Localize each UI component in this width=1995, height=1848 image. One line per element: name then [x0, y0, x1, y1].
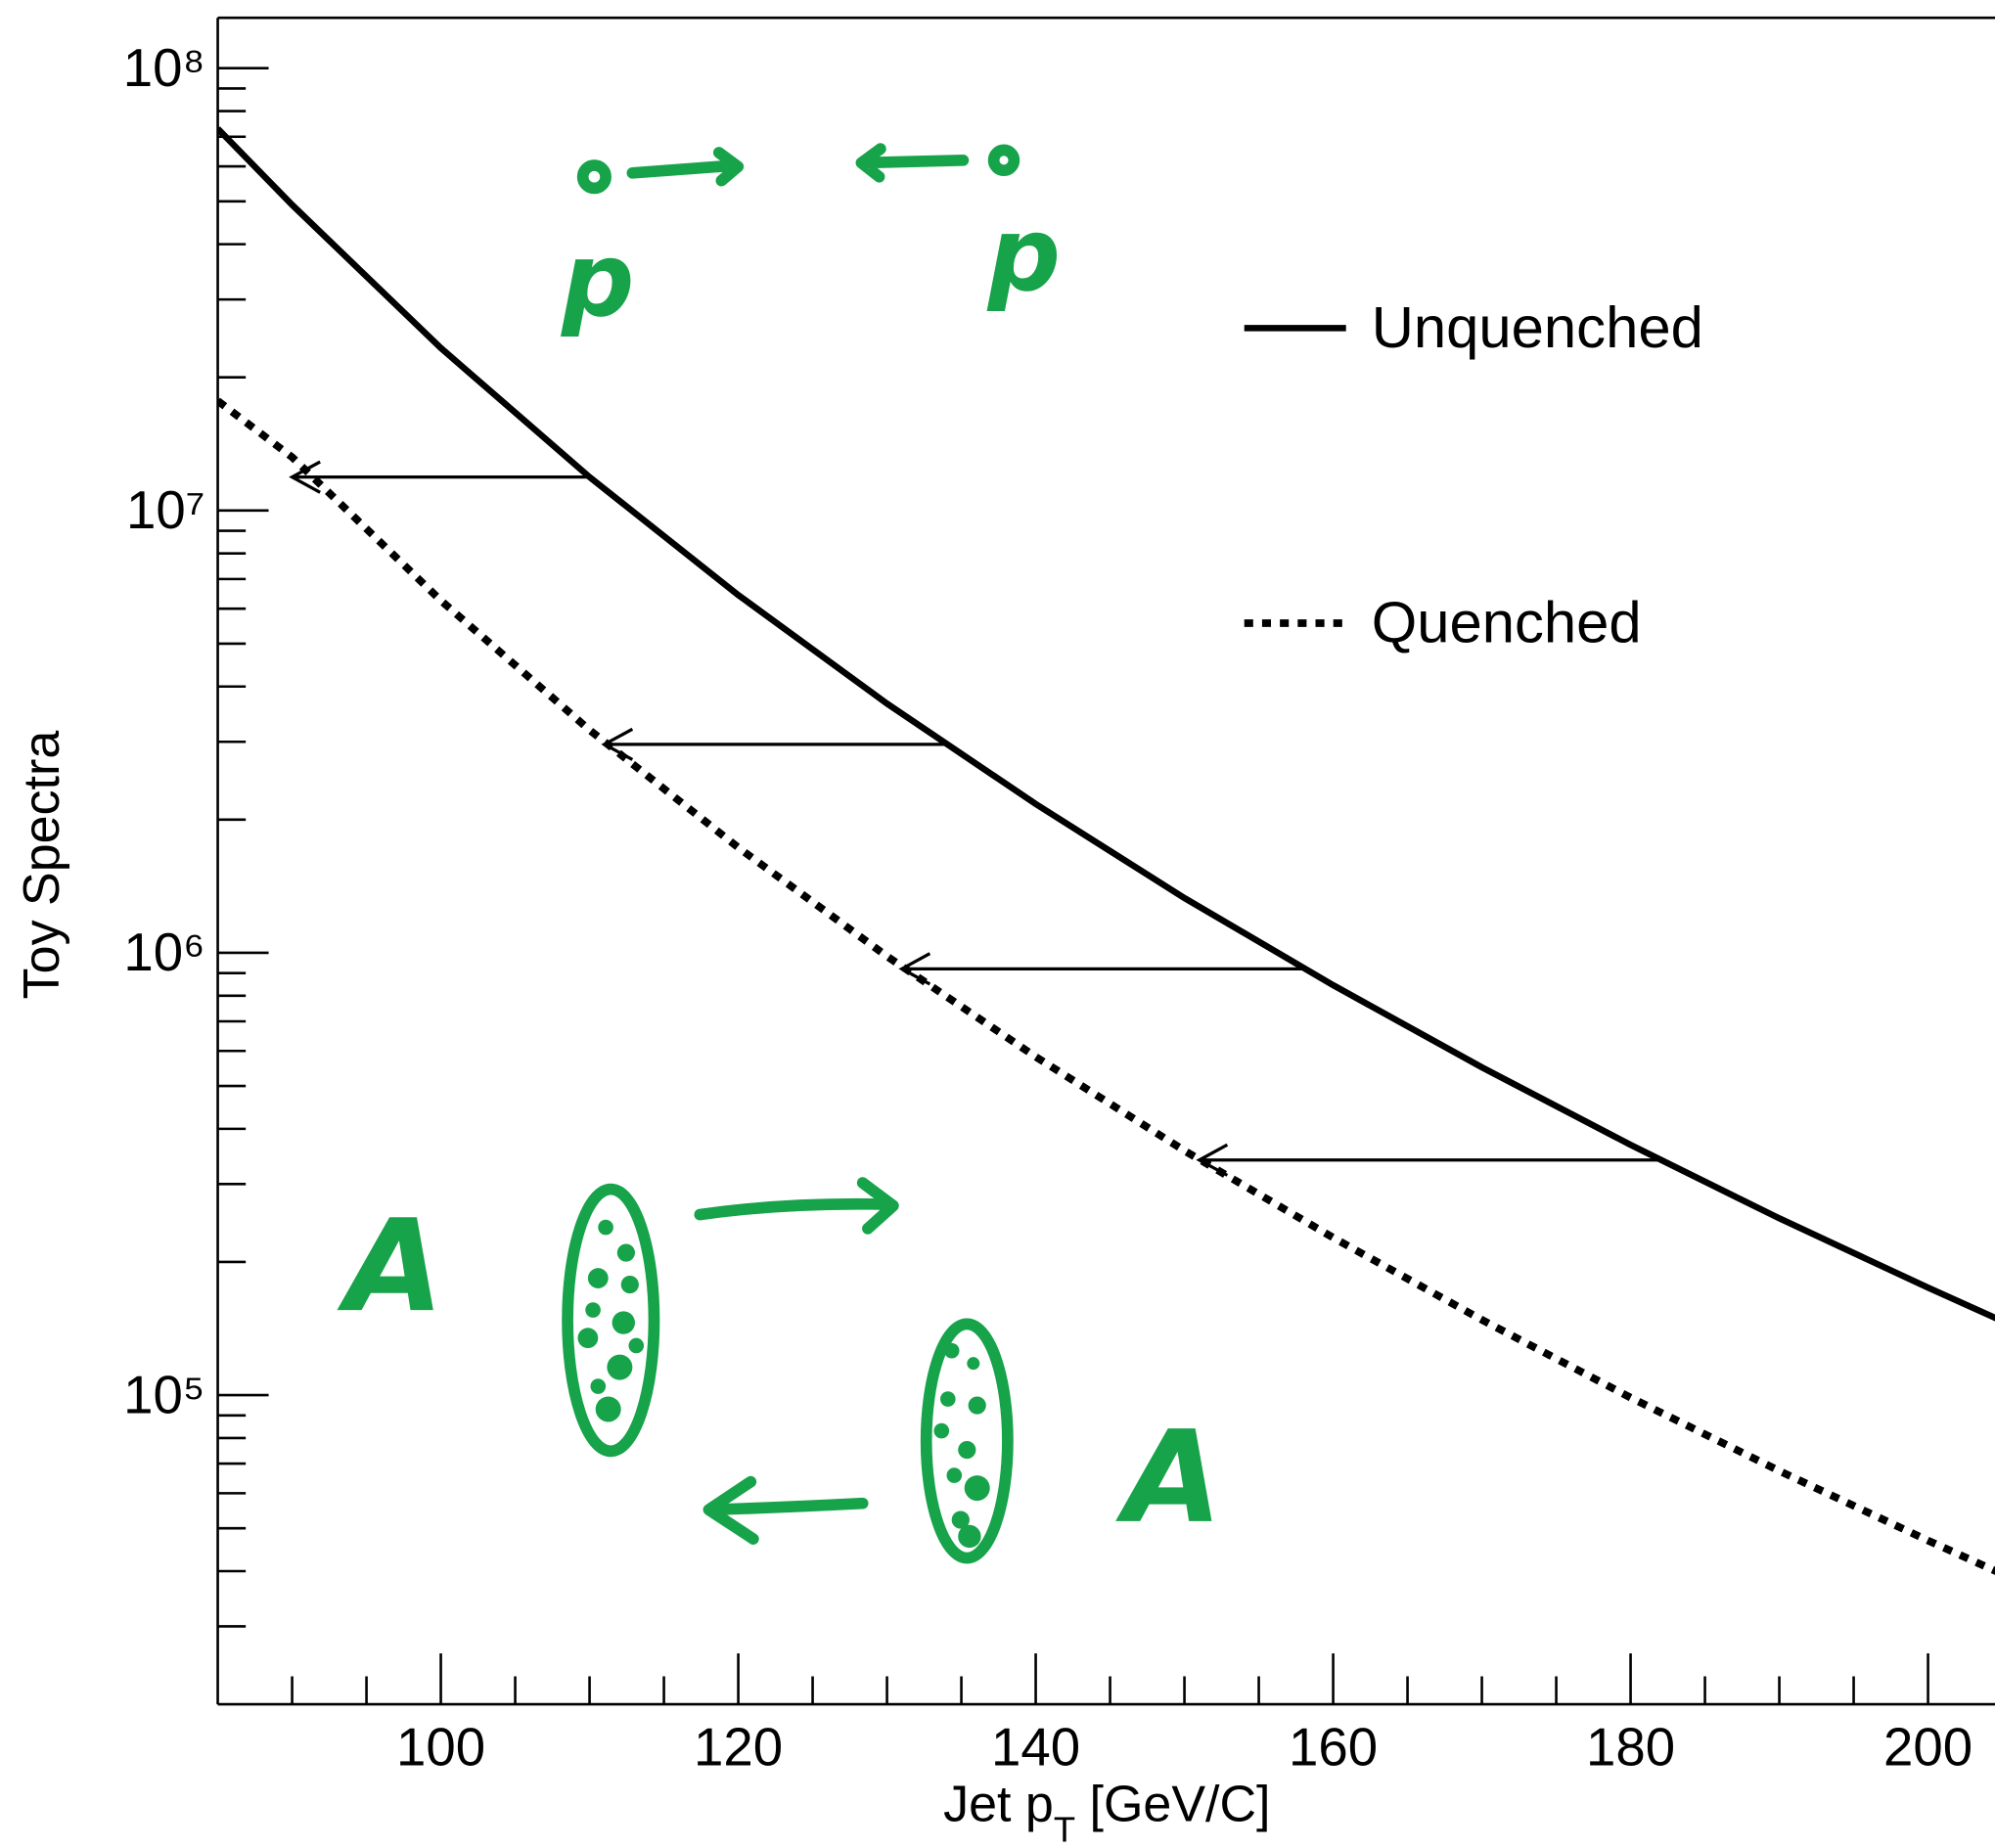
y-tick-label: 10⁸ [123, 38, 205, 98]
x-axis-title-main: Jet p [943, 1777, 1054, 1833]
shift-arrow [898, 952, 1304, 986]
x-tick-label: 100 [396, 1717, 485, 1777]
x-axis-title-rest: [GeV/C] [1075, 1777, 1270, 1833]
sketch [562, 143, 1020, 1564]
y-axis-title: Toy Spectra [14, 731, 70, 1000]
shift-arrow [601, 727, 947, 761]
sketch-arrow [703, 1475, 869, 1545]
annotation: A [337, 1192, 444, 1340]
sketch-proton [987, 144, 1020, 177]
sketch-arrow [626, 147, 745, 187]
series-line [217, 126, 1995, 1322]
sketch-proton [576, 159, 612, 195]
y-tick-label: 10⁷ [126, 480, 204, 540]
legend-label: Unquenched [1372, 294, 1703, 360]
annotation: p [560, 220, 634, 339]
x-tick-label: 180 [1586, 1717, 1675, 1777]
sketch-arrow [855, 143, 970, 183]
x-axis-title: Jet pT [GeV/C] [943, 1777, 1270, 1848]
x-tick-label: 120 [694, 1717, 783, 1777]
x-tick-label: 140 [991, 1717, 1080, 1777]
annotation: p [986, 195, 1061, 314]
shift-arrow [1196, 1143, 1660, 1177]
sketch-nucleus [920, 1318, 1014, 1564]
y-tick-label: 10⁶ [123, 923, 204, 982]
annotation: A [1115, 1403, 1223, 1552]
y-tick-label: 10⁵ [123, 1365, 204, 1424]
sketch-nucleus [562, 1183, 660, 1458]
x-tick-label: 200 [1883, 1717, 1972, 1777]
shift-arrow [289, 460, 590, 494]
sketch-nucleons [577, 1219, 990, 1549]
sketch-arrow [694, 1177, 899, 1235]
x-tick-label: 160 [1289, 1717, 1378, 1777]
legend-label: Quenched [1372, 590, 1642, 655]
x-axis-title-sub: T [1054, 1809, 1075, 1848]
series-line [217, 397, 1995, 1575]
